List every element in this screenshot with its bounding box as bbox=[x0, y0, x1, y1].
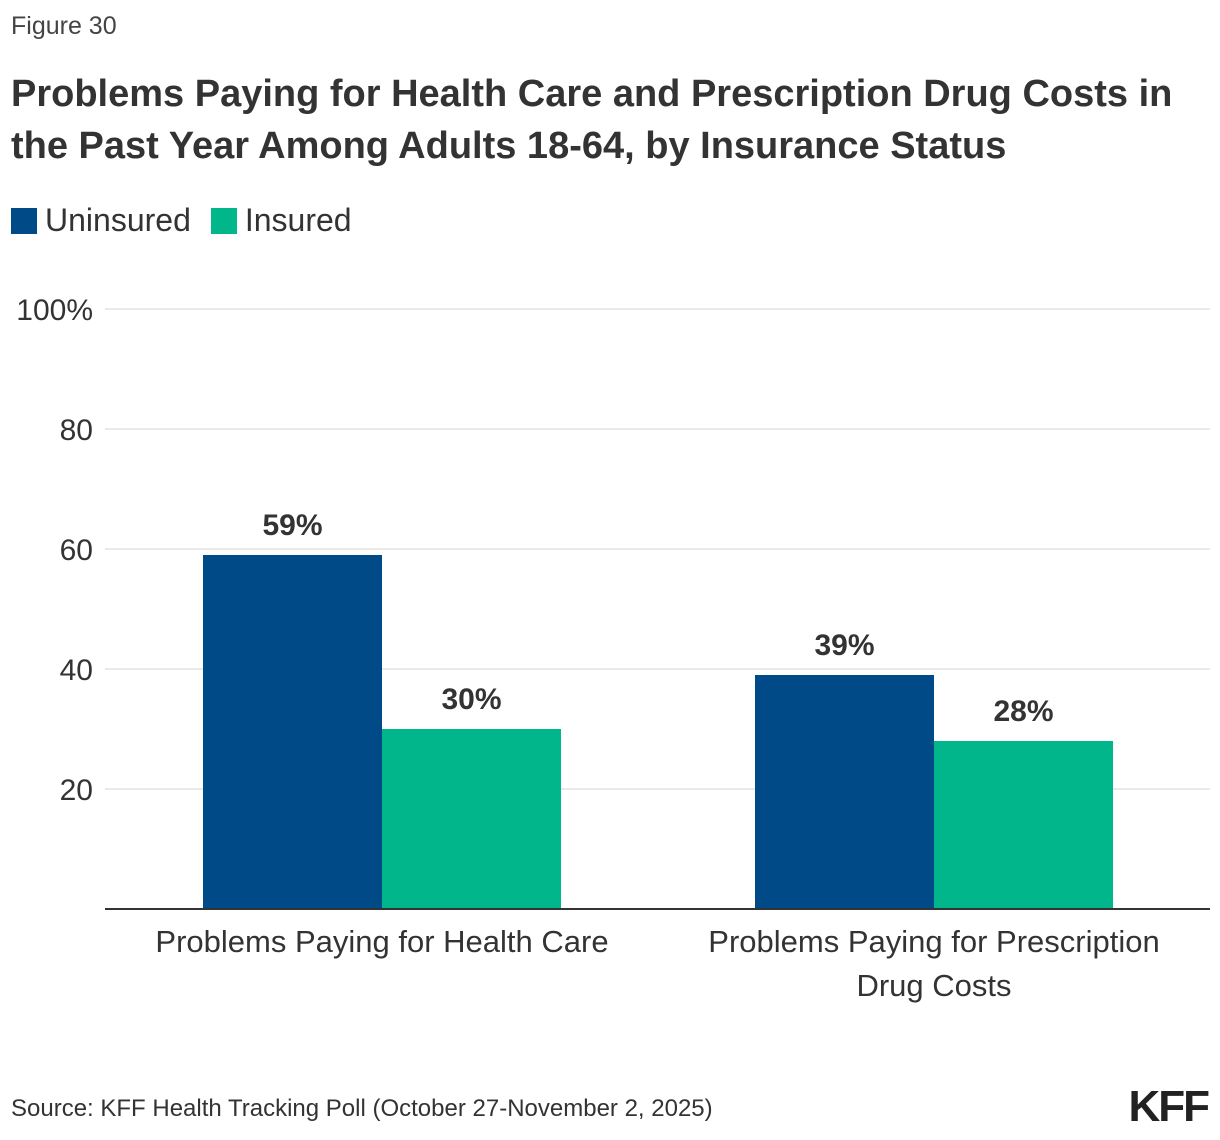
legend-label-uninsured: Uninsured bbox=[45, 202, 191, 238]
bar bbox=[755, 675, 934, 909]
chart-title: Problems Paying for Health Care and Pres… bbox=[11, 73, 1173, 167]
y-tick-label: 40 bbox=[60, 654, 93, 687]
chart-legend: Uninsured Insured bbox=[11, 202, 372, 239]
y-tick-label: 60 bbox=[60, 534, 93, 567]
y-tick-label: 100% bbox=[16, 294, 93, 327]
kff-logo: KFF bbox=[1128, 1082, 1210, 1131]
legend-item-uninsured: Uninsured bbox=[11, 202, 191, 239]
legend-item-insured: Insured bbox=[210, 202, 352, 239]
figure-label: Figure 30 bbox=[11, 12, 117, 40]
legend-swatch-insured bbox=[210, 207, 237, 234]
data-label: 59% bbox=[262, 509, 322, 542]
x-tick-label: Problems Paying for Prescription bbox=[708, 924, 1159, 959]
legend-label-insured: Insured bbox=[244, 202, 352, 238]
bar bbox=[203, 555, 382, 909]
bar bbox=[382, 729, 561, 909]
x-tick-label: Problems Paying for Health Care bbox=[155, 924, 608, 959]
y-tick-label: 20 bbox=[60, 774, 93, 807]
bar bbox=[934, 741, 1113, 909]
data-label: 39% bbox=[814, 629, 874, 662]
bar-chart: 20 40 60 80 100% 59% 30% Problems Paying for He… bbox=[16, 294, 1210, 1003]
y-tick-label: 80 bbox=[60, 414, 93, 447]
source-note: Source: KFF Health Tracking Poll (Octobe… bbox=[11, 1095, 713, 1122]
x-tick-label: Drug Costs bbox=[856, 968, 1011, 1003]
legend-swatch-uninsured bbox=[11, 207, 37, 234]
data-label: 28% bbox=[993, 695, 1053, 728]
data-label: 30% bbox=[441, 683, 501, 716]
